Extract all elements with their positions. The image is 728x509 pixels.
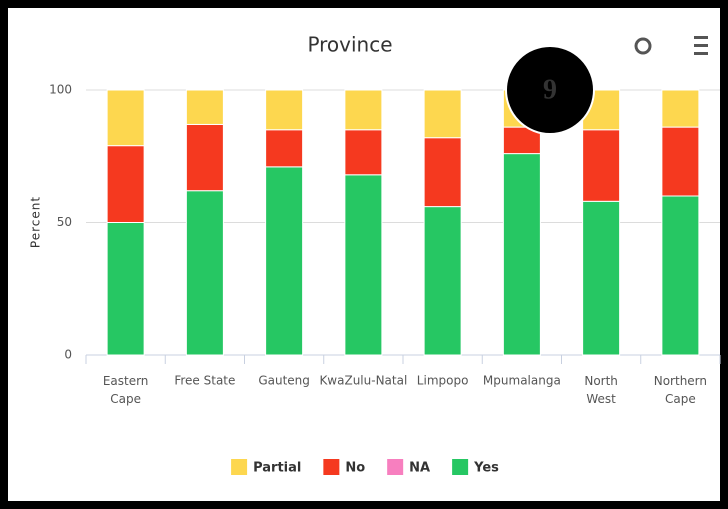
y-axis-label: Percent	[29, 196, 43, 248]
legend-swatch	[231, 459, 248, 475]
legend-swatch	[452, 459, 469, 475]
chart-title: Province	[307, 33, 392, 57]
x-tick-label: Limpopo	[417, 374, 469, 388]
badge	[505, 45, 595, 135]
bar-segment	[344, 89, 383, 131]
bar-segment	[423, 89, 462, 139]
x-tick-label: Mpumalanga	[483, 374, 561, 388]
x-tick-label: Gauteng	[258, 374, 310, 388]
legend: Partial No NA Yes	[231, 459, 499, 476]
y-tick-label: 50	[57, 215, 72, 229]
bar-segment	[265, 166, 304, 356]
menu-bar	[694, 36, 708, 39]
legend-swatch	[387, 459, 404, 475]
bar-segment	[661, 89, 700, 128]
bar-segment	[106, 145, 145, 223]
x-tick-label: Northern Cape	[654, 374, 707, 406]
bar-segment	[185, 89, 224, 125]
badge-label: 9	[543, 74, 557, 105]
bar-segment	[423, 206, 462, 356]
bar-segment	[502, 153, 541, 356]
bar-segment	[344, 129, 383, 176]
bar-segment	[265, 89, 304, 131]
bar-segment	[582, 200, 621, 356]
bar-segment	[265, 129, 304, 168]
bar-segment	[344, 174, 383, 356]
legend-swatch	[323, 459, 340, 475]
bar-segment	[106, 89, 145, 147]
bar-segment	[423, 137, 462, 208]
y-tick-label: 100	[49, 83, 72, 97]
legend-label: NA	[409, 461, 430, 476]
bar-segment	[582, 129, 621, 202]
menu-bar	[694, 44, 708, 47]
bar-segment	[661, 195, 700, 356]
x-tick-label: North West	[584, 374, 618, 406]
x-tick-label: KwaZulu-Natal	[319, 374, 407, 388]
x-tick-label: Eastern Cape	[103, 374, 149, 406]
x-tick-label: Free State	[174, 374, 235, 388]
legend-label: Partial	[253, 461, 301, 476]
reset-icon[interactable]	[634, 37, 652, 55]
bar-segment	[106, 222, 145, 356]
legend-label: No	[345, 461, 365, 476]
legend-label: Yes	[473, 461, 499, 476]
menu-bar	[694, 52, 708, 55]
y-tick-label: 0	[64, 348, 72, 362]
bar-segment	[185, 123, 224, 192]
bar-segment	[661, 126, 700, 197]
menu-icon[interactable]	[694, 36, 708, 55]
bar-segment	[185, 190, 224, 356]
